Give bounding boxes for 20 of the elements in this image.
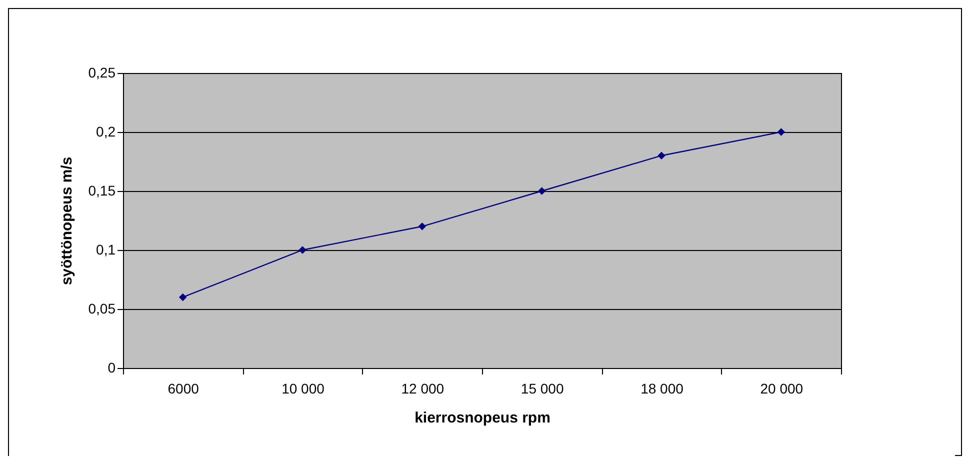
point <box>418 222 426 230</box>
y-tick-label: 0,2 <box>96 124 116 140</box>
x-tick-label: 18 000 <box>640 380 684 396</box>
y-tick-label: 0,25 <box>88 64 116 80</box>
y-tick-label: 0,15 <box>88 182 116 198</box>
x-tick-label: 12 000 <box>401 380 444 396</box>
x-tick-label: 20 000 <box>760 380 804 396</box>
point <box>178 293 187 302</box>
y-axis-title: syöttönopeus m/s <box>58 156 76 286</box>
x-tick-label: 15 000 <box>520 380 564 396</box>
point <box>298 246 306 254</box>
point <box>777 128 786 136</box>
y-tick-label: 0,05 <box>88 300 116 316</box>
x-axis-title: kierrosnopeus rpm <box>414 410 550 426</box>
x-tick-label: 10 000 <box>282 380 325 396</box>
y-tick-label: 0 <box>108 360 116 376</box>
y-tick-label: 0,1 <box>96 242 116 258</box>
x-tick-label: 6000 <box>168 380 200 396</box>
point <box>658 152 666 160</box>
point <box>538 187 546 195</box>
